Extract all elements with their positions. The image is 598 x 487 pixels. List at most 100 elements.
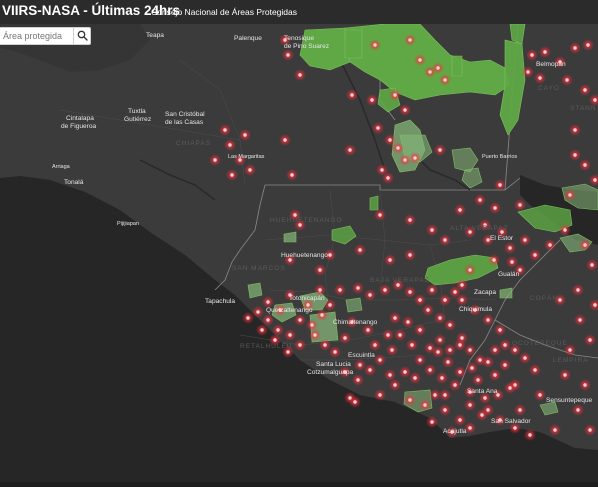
fire-hotspot[interactable] (426, 224, 438, 236)
fire-hotspot[interactable] (589, 299, 598, 311)
fire-hotspot[interactable] (306, 319, 318, 331)
fire-hotspot[interactable] (354, 359, 366, 371)
fire-hotspot[interactable] (404, 286, 416, 298)
protected-area-polygon[interactable] (424, 254, 499, 286)
fire-hotspot[interactable] (572, 404, 584, 416)
fire-hotspot[interactable] (339, 332, 351, 344)
protected-area-polygon[interactable] (369, 195, 379, 211)
protected-area-polygon[interactable] (539, 401, 559, 416)
fire-hotspot[interactable] (439, 74, 451, 86)
fire-hotspot[interactable] (399, 154, 411, 166)
fire-hotspot[interactable] (219, 124, 231, 136)
fire-hotspot[interactable] (374, 389, 386, 401)
fire-hotspot[interactable] (474, 194, 486, 206)
fire-hotspot[interactable] (274, 304, 286, 316)
fire-hotspot[interactable] (314, 284, 326, 296)
fire-hotspot[interactable] (366, 94, 378, 106)
fire-hotspot[interactable] (404, 214, 416, 226)
fire-hotspot[interactable] (466, 362, 478, 374)
search-button[interactable] (73, 27, 91, 45)
fire-hotspot[interactable] (284, 289, 296, 301)
fire-hotspot[interactable] (426, 416, 438, 428)
fire-hotspot[interactable] (414, 54, 426, 66)
fire-hotspot[interactable] (519, 234, 531, 246)
fire-hotspot[interactable] (494, 414, 506, 426)
fire-hotspot[interactable] (209, 154, 221, 166)
fire-hotspot[interactable] (554, 294, 566, 306)
fire-hotspot[interactable] (409, 152, 421, 164)
fire-hotspot[interactable] (439, 389, 451, 401)
fire-hotspot[interactable] (434, 334, 446, 346)
fire-hotspot[interactable] (472, 374, 484, 386)
fire-hotspot[interactable] (489, 369, 501, 381)
fire-hotspot[interactable] (389, 379, 401, 391)
fire-hotspot[interactable] (334, 284, 346, 296)
fire-hotspot[interactable] (492, 389, 504, 401)
fire-hotspot[interactable] (294, 339, 306, 351)
fire-hotspot[interactable] (362, 324, 374, 336)
fire-hotspot[interactable] (414, 294, 426, 306)
fire-hotspot[interactable] (422, 304, 434, 316)
fire-hotspot[interactable] (379, 284, 391, 296)
fire-hotspot[interactable] (429, 389, 441, 401)
protected-area-polygon[interactable] (499, 287, 513, 299)
fire-hotspot[interactable] (369, 339, 381, 351)
fire-hotspot[interactable] (514, 264, 526, 276)
fire-hotspot[interactable] (434, 312, 446, 324)
fire-hotspot[interactable] (529, 364, 541, 376)
fire-hotspot[interactable] (419, 399, 431, 411)
fire-hotspot[interactable] (269, 334, 281, 346)
fire-hotspot[interactable] (569, 42, 581, 54)
fire-hotspot[interactable] (579, 159, 591, 171)
protected-area-polygon[interactable] (331, 225, 357, 245)
fire-hotspot[interactable] (256, 324, 268, 336)
fire-hotspot[interactable] (284, 254, 296, 266)
fire-hotspot[interactable] (286, 169, 298, 181)
fire-hotspot[interactable] (314, 264, 326, 276)
fire-hotspot[interactable] (446, 426, 458, 438)
fire-hotspot[interactable] (252, 306, 264, 318)
fire-hotspot[interactable] (309, 329, 321, 341)
fire-hotspot[interactable] (424, 342, 436, 354)
fire-hotspot[interactable] (399, 104, 411, 116)
fire-hotspot[interactable] (494, 324, 506, 336)
fire-hotspot[interactable] (324, 299, 336, 311)
fire-hotspot[interactable] (439, 234, 451, 246)
fire-hotspot[interactable] (454, 366, 466, 378)
fire-hotspot[interactable] (339, 366, 351, 378)
fire-hotspot[interactable] (482, 356, 494, 368)
fire-hotspot[interactable] (504, 242, 516, 254)
fire-hotspot[interactable] (439, 404, 451, 416)
fire-hotspot[interactable] (564, 189, 576, 201)
fire-hotspot[interactable] (464, 344, 476, 356)
fire-hotspot[interactable] (589, 94, 598, 106)
fire-hotspot[interactable] (369, 39, 381, 51)
fire-hotspot[interactable] (582, 39, 594, 51)
fire-hotspot[interactable] (549, 424, 561, 436)
fire-hotspot[interactable] (392, 142, 404, 154)
fire-hotspot[interactable] (454, 414, 466, 426)
fire-hotspot[interactable] (454, 204, 466, 216)
fire-hotspot[interactable] (509, 344, 521, 356)
fire-hotspot[interactable] (489, 344, 501, 356)
fire-hotspot[interactable] (579, 84, 591, 96)
protected-area-polygon[interactable] (461, 167, 483, 189)
fire-hotspot[interactable] (389, 89, 401, 101)
fire-hotspot[interactable] (414, 324, 426, 336)
protected-area-polygon[interactable] (344, 29, 363, 59)
fire-hotspot[interactable] (392, 279, 404, 291)
fire-hotspot[interactable] (426, 284, 438, 296)
fire-hotspot[interactable] (329, 346, 341, 358)
fire-hotspot[interactable] (534, 72, 546, 84)
fire-hotspot[interactable] (434, 144, 446, 156)
protected-area-polygon[interactable] (344, 23, 511, 101)
fire-hotspot[interactable] (529, 249, 541, 261)
fire-hotspot[interactable] (449, 379, 461, 391)
fire-hotspot[interactable] (572, 284, 584, 296)
fire-hotspot[interactable] (476, 409, 488, 421)
fire-hotspot[interactable] (579, 239, 591, 251)
fire-hotspot[interactable] (439, 294, 451, 306)
fire-hotspot[interactable] (496, 226, 508, 238)
fire-hotspot[interactable] (482, 234, 494, 246)
fire-hotspot[interactable] (488, 254, 500, 266)
